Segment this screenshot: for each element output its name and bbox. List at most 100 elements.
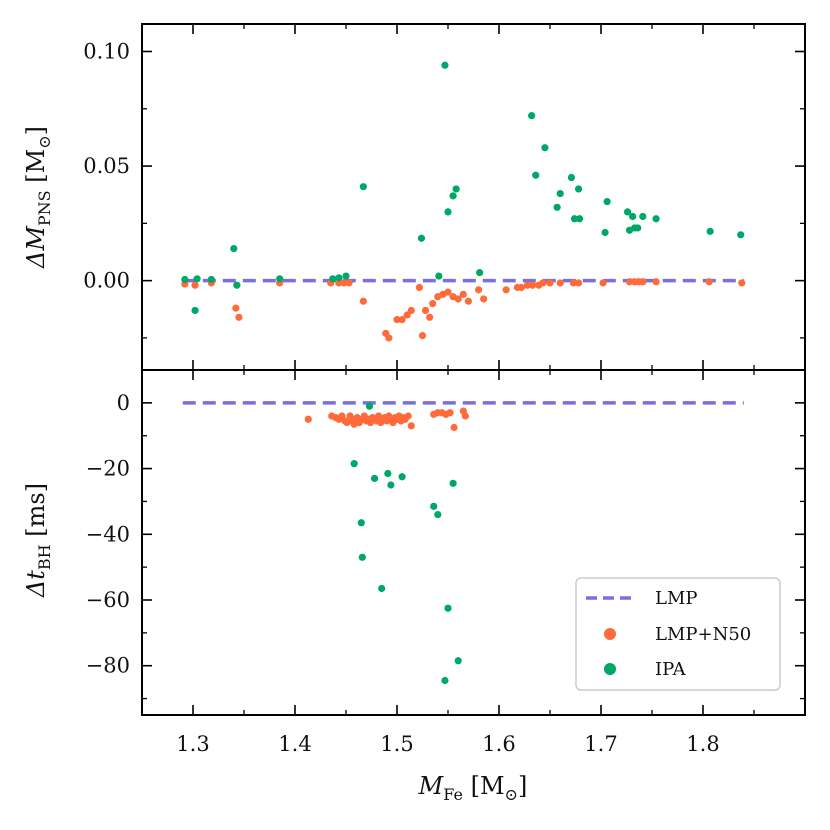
- top-ipa-point: [233, 281, 241, 289]
- xtick-label: 1.8: [686, 732, 719, 756]
- top-ytick-label: 0.05: [83, 154, 130, 178]
- bottom-ytick-label: −60: [86, 588, 130, 612]
- top-lmp-n50-point: [429, 299, 437, 308]
- top-ipa-point: [567, 173, 576, 182]
- top-lmp-n50-point: [529, 281, 537, 289]
- bottom-ipa-point: [370, 474, 379, 483]
- top-lmp-n50-point: [502, 286, 510, 294]
- top-lmp-n50-point: [340, 279, 348, 287]
- top-ipa-point: [207, 275, 215, 284]
- bottom-ipa-point: [398, 473, 406, 481]
- top-ipa-point: [634, 224, 642, 232]
- top-lmp-n50-point: [625, 278, 634, 286]
- x-tick-labels: 1.3 1.4 1.5 1.6 1.7 1.8: [176, 732, 719, 756]
- bottom-ipa-point: [357, 519, 365, 527]
- bottom-y-axis-title: ΔtBH [ms]: [22, 483, 54, 598]
- bottom-ipa-point: [449, 479, 457, 487]
- top-data-layer: [181, 61, 746, 342]
- bottom-panel-frame: [141, 369, 806, 716]
- top-ipa-point: [191, 306, 199, 315]
- top-lmp-n50-point: [454, 295, 462, 303]
- xlabel-unit-close: ]: [518, 772, 527, 800]
- top-ipa-point: [575, 215, 584, 223]
- top-ytick-label: 0.10: [83, 39, 130, 63]
- top-lmp-n50-point: [574, 279, 583, 287]
- top-ipa-point: [435, 272, 443, 280]
- top-ipa-point: [359, 183, 367, 191]
- bottom-lmp-n50-point: [407, 422, 415, 430]
- top-ipa-point: [342, 272, 350, 280]
- xtick-label: 1.3: [176, 732, 209, 756]
- bottom-lmp-n50-point: [343, 418, 351, 427]
- bottom-lmp-n50-point: [446, 409, 454, 417]
- bottom-ipa-point: [444, 604, 452, 612]
- bottom-ytick-label: −80: [86, 654, 130, 678]
- top-ipa-point: [452, 185, 460, 193]
- top-lmp-n50-point: [191, 281, 199, 289]
- top-ylabel-sub: PNS: [35, 190, 54, 226]
- top-ylabel-unit-open: [M: [22, 149, 50, 191]
- top-ipa-point: [574, 185, 583, 193]
- top-ipa-point: [556, 189, 564, 198]
- legend-lmp-n50-label: LMP+N50: [655, 624, 751, 645]
- bottom-ticks: [141, 370, 805, 715]
- top-lmp-n50-point: [415, 283, 424, 292]
- top-ylabel-unit-sym: ⊙: [35, 135, 54, 148]
- top-ipa-point: [623, 208, 632, 216]
- top-ipa-point: [629, 212, 637, 221]
- top-ipa-point: [230, 244, 238, 253]
- xlabel-main: M: [418, 772, 445, 800]
- top-ipa-point: [181, 275, 189, 284]
- top-lmp-n50-point: [705, 278, 713, 286]
- xlabel-unit-sym: ⊙: [505, 785, 518, 804]
- top-lmp-n50-point: [523, 281, 532, 289]
- xtick-label: 1.7: [584, 732, 617, 756]
- bottom-ipa-point: [430, 502, 438, 510]
- xtick-label: 1.6: [482, 732, 515, 756]
- top-lmp-n50-point: [464, 297, 472, 305]
- x-axis-title: MFe [M⊙]: [418, 772, 528, 804]
- top-ipa-point: [476, 269, 484, 277]
- bottom-ylabel-main: Δt: [22, 570, 50, 598]
- top-lmp-n50-point: [517, 283, 526, 292]
- top-lmp-n50-point: [539, 279, 547, 287]
- top-ipa-point: [706, 227, 714, 235]
- top-lmp-n50-point: [652, 278, 660, 286]
- bottom-ipa-point: [365, 402, 374, 410]
- legend-ipa-label: IPA: [655, 659, 687, 680]
- bottom-ipa-point: [454, 657, 462, 665]
- top-ipa-point: [652, 215, 660, 223]
- top-lmp-n50-point: [639, 278, 647, 286]
- top-ipa-point: [553, 203, 561, 211]
- xlabel-unit-open: [M: [463, 772, 505, 800]
- top-lmp-n50-point: [421, 306, 430, 315]
- xtick-label: 1.4: [278, 732, 311, 756]
- bottom-ipa-point: [378, 584, 386, 593]
- top-lmp-n50-point: [459, 290, 467, 298]
- top-ipa-point: [444, 208, 452, 216]
- top-lmp-n50-point: [418, 332, 427, 340]
- top-ipa-point: [193, 275, 201, 283]
- bottom-ipa-point: [441, 676, 449, 685]
- top-ipa-point: [417, 234, 426, 242]
- bottom-lmp-n50-point: [461, 412, 469, 420]
- top-ipa-point: [737, 231, 745, 239]
- bottom-ylabel-sub: BH: [35, 544, 54, 570]
- bottom-data-layer: [182, 401, 744, 685]
- legend-box: [575, 577, 781, 691]
- top-panel: 0.00 0.05 0.10 ΔMPNS [M⊙]: [22, 23, 806, 371]
- xlabel-sub: Fe: [443, 785, 463, 804]
- bottom-ylabel-unit: [ms]: [22, 483, 50, 544]
- top-lmp-n50-point: [407, 306, 415, 315]
- top-ipa-point: [639, 212, 647, 221]
- bottom-panel: 0 −20 −40 −60 −80 1.3 1.4 1.5 1.6 1.7 1.8 ΔtBH [m…: [22, 369, 806, 804]
- bottom-lmp-n50-point: [450, 423, 458, 432]
- top-lmp-n50-point: [475, 286, 483, 294]
- bottom-y-tick-labels: 0 −20 −40 −60 −80: [86, 391, 130, 678]
- top-ipa-point: [528, 112, 536, 120]
- bottom-ytick-label: −20: [86, 457, 130, 481]
- top-ipa-point: [449, 192, 457, 200]
- top-lmp-n50-point: [444, 288, 452, 296]
- top-ylabel-main: ΔM: [22, 225, 50, 269]
- top-lmp-n50-point: [232, 304, 240, 312]
